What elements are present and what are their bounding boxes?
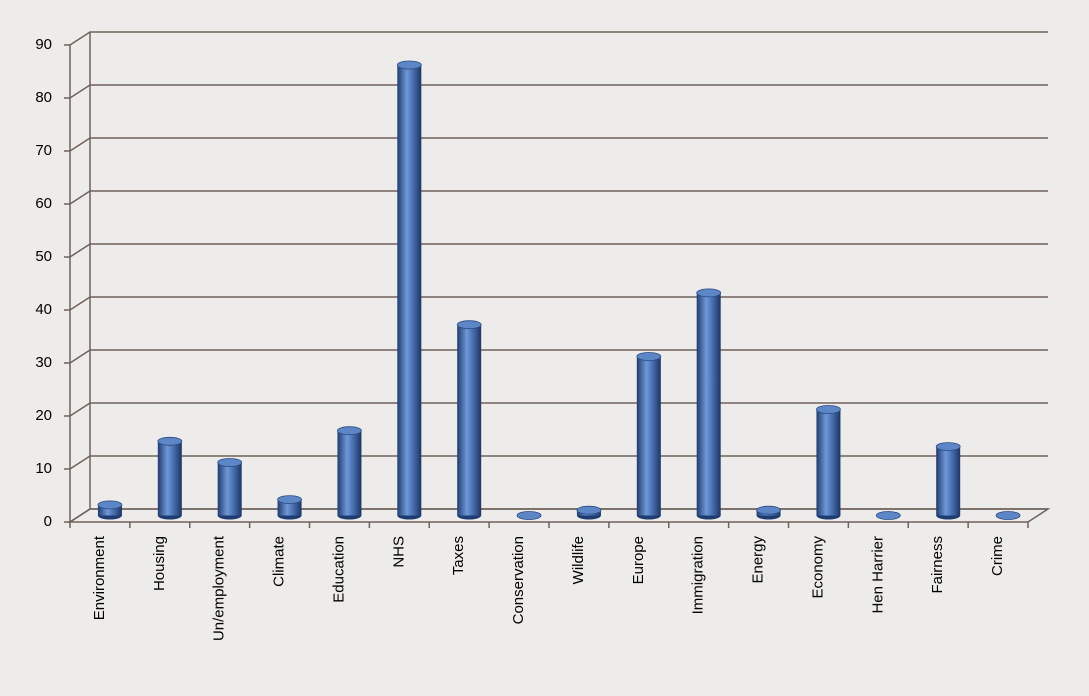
- bar: [277, 499, 302, 516]
- grid-line: [69, 296, 1048, 311]
- y-tick-label: 70: [35, 142, 52, 159]
- y-tick-label: 0: [44, 513, 52, 530]
- grid-line: [69, 190, 1048, 205]
- bar-top: [875, 511, 901, 520]
- bar: [696, 292, 721, 516]
- x-tick-label: Housing: [151, 536, 168, 591]
- bar-top: [935, 442, 961, 452]
- x-tick-label: Environment: [91, 535, 108, 620]
- grid-line: [69, 243, 1048, 258]
- bar: [157, 441, 182, 516]
- y-tick-label: 30: [35, 354, 52, 371]
- y-tick-label: 90: [35, 36, 52, 53]
- bar: [816, 409, 841, 516]
- bar: [337, 430, 362, 516]
- bar-top: [217, 458, 243, 467]
- x-tick-label: Hen Harrier: [869, 536, 886, 614]
- bar-top: [995, 511, 1021, 520]
- floor: [67, 508, 1051, 523]
- bar-top: [816, 405, 841, 414]
- bar-top: [756, 505, 781, 515]
- bar-top: [456, 320, 482, 330]
- y-tick-label: 60: [35, 195, 52, 212]
- x-tick-label: Europe: [630, 536, 647, 584]
- x-tick-label: Taxes: [450, 536, 467, 575]
- y-tick-label: 40: [35, 301, 52, 318]
- grid-line: [69, 137, 1048, 152]
- bar-top: [516, 511, 542, 520]
- bar: [217, 462, 242, 516]
- x-tick-label: NHS: [390, 536, 407, 568]
- x-tick-label: Economy: [809, 536, 826, 599]
- grid-line: [69, 31, 1048, 46]
- grid-line: [69, 508, 1048, 523]
- x-tick-label: Fairness: [929, 536, 946, 594]
- x-tick-label: Immigration: [690, 536, 707, 614]
- x-tick-label: Crime: [989, 536, 1006, 576]
- bar-top: [157, 436, 183, 446]
- bar-top: [97, 500, 123, 510]
- x-tick-label: Education: [330, 536, 347, 603]
- grid-line: [69, 84, 1048, 99]
- bar: [97, 504, 122, 516]
- bar-top: [396, 60, 422, 70]
- y-tick-label: 10: [35, 460, 52, 477]
- bar: [636, 356, 661, 516]
- bar-top: [636, 352, 662, 361]
- grid-line: [69, 349, 1048, 364]
- bar: [457, 324, 482, 516]
- x-tick-label: Un/employment: [211, 535, 228, 641]
- bar-top: [576, 505, 602, 515]
- bar-top: [277, 495, 302, 505]
- y-tick-label: 50: [35, 248, 52, 265]
- bar-top: [696, 288, 722, 298]
- grid-line: [69, 402, 1048, 417]
- x-tick-label: Climate: [271, 536, 288, 587]
- y-tick-label: 20: [35, 407, 52, 424]
- x-tick-label: Energy: [750, 536, 767, 584]
- grid-line: [69, 455, 1048, 470]
- y-tick-label: 80: [35, 89, 52, 106]
- x-tick-label: Wildlife: [570, 536, 587, 584]
- x-tick-label: Conservation: [510, 536, 527, 624]
- bar: [397, 65, 422, 516]
- bar-top: [337, 426, 362, 436]
- bar: [936, 446, 961, 516]
